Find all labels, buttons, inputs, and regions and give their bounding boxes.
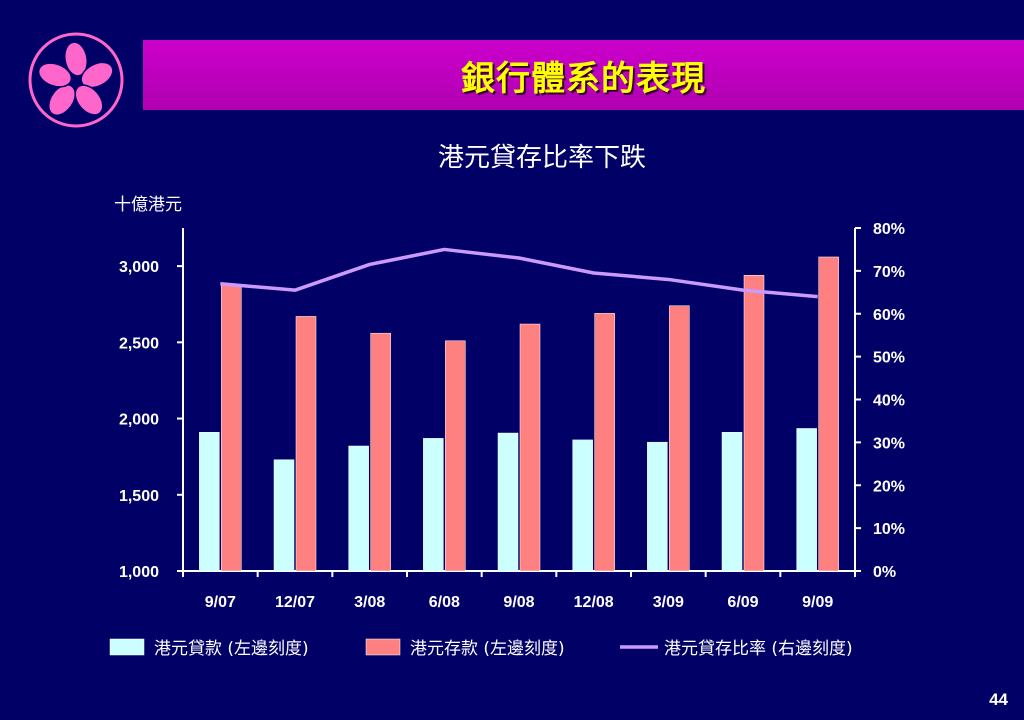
deposit-bar [221,284,242,572]
loan-bar [497,432,519,572]
loan-bar [348,445,369,572]
deposit-bar [445,340,466,572]
left-axis-unit-label: 十億港元 [114,195,182,215]
right-tick-label: 60% [873,307,905,324]
left-tick-label: 2,000 [119,412,159,429]
loan-bar [721,432,743,572]
tick-labels: 1,000 1,500 2,000 2,500 3,000 0% 10% 20% 30% 40% 5… [119,221,905,611]
loan-bar [572,439,593,572]
ratio-line [220,247,818,299]
legend-deposits-label: 港元存款 (左邊刻度) [410,639,565,659]
right-tick-label: 50% [873,350,905,367]
page-title: 銀行體系的表現 [461,58,706,99]
loan-bar [199,432,220,572]
legend: 港元貸款 (左邊刻度) 港元存款 (左邊刻度) 港元貸存比率 (右邊刻度) [109,638,853,659]
bauhinia-logo-icon [28,32,124,128]
x-tick-label: 12/07 [275,594,315,611]
loan-bar [423,438,444,572]
bars [199,256,839,572]
chart-title: 港元貸存比率下跌 [438,143,646,173]
legend-loans-swatch [109,638,145,656]
x-tick-label: 9/09 [802,594,833,611]
deposit-bar [818,256,839,572]
axes [177,227,861,577]
right-tick-label: 20% [873,478,905,495]
x-tick-label: 12/08 [574,594,614,611]
left-tick-label: 1,000 [119,564,159,581]
right-tick-label: 70% [873,264,905,281]
x-tick-label: 6/08 [429,594,460,611]
deposit-bar [594,313,615,572]
right-tick-label: 40% [873,393,905,410]
title-bar: 銀行體系的表現 [143,40,1024,110]
x-tick-label: 9/08 [503,594,534,611]
x-tick-label: 3/09 [653,594,684,611]
deposit-bar [743,275,765,572]
page-number: 44 [989,690,1008,709]
right-tick-label: 30% [873,435,905,452]
x-tick-label: 9/07 [205,594,236,611]
deposit-bar [370,332,391,572]
ratio-series-line [220,247,818,299]
left-tick-label: 2,500 [119,335,159,352]
legend-ratio-label: 港元貸存比率 (右邊刻度) [664,639,853,659]
x-tick-label: 3/08 [354,594,385,611]
right-tick-label: 0% [873,564,896,581]
x-tick-label: 6/09 [727,594,758,611]
right-tick-label: 80% [873,221,905,238]
hkma-logo [27,31,125,129]
deposit-bar [669,305,690,572]
legend-loans-label: 港元貸款 (左邊刻度) [154,639,309,659]
loan-bar [647,441,668,572]
deposit-bar [519,323,541,572]
loan-bar [796,428,817,572]
legend-deposits-swatch [365,638,401,656]
left-tick-label: 3,000 [119,259,159,276]
loan-bar [273,459,295,572]
right-tick-label: 10% [873,521,905,538]
deposit-bar [295,316,317,572]
left-tick-label: 1,500 [119,488,159,505]
